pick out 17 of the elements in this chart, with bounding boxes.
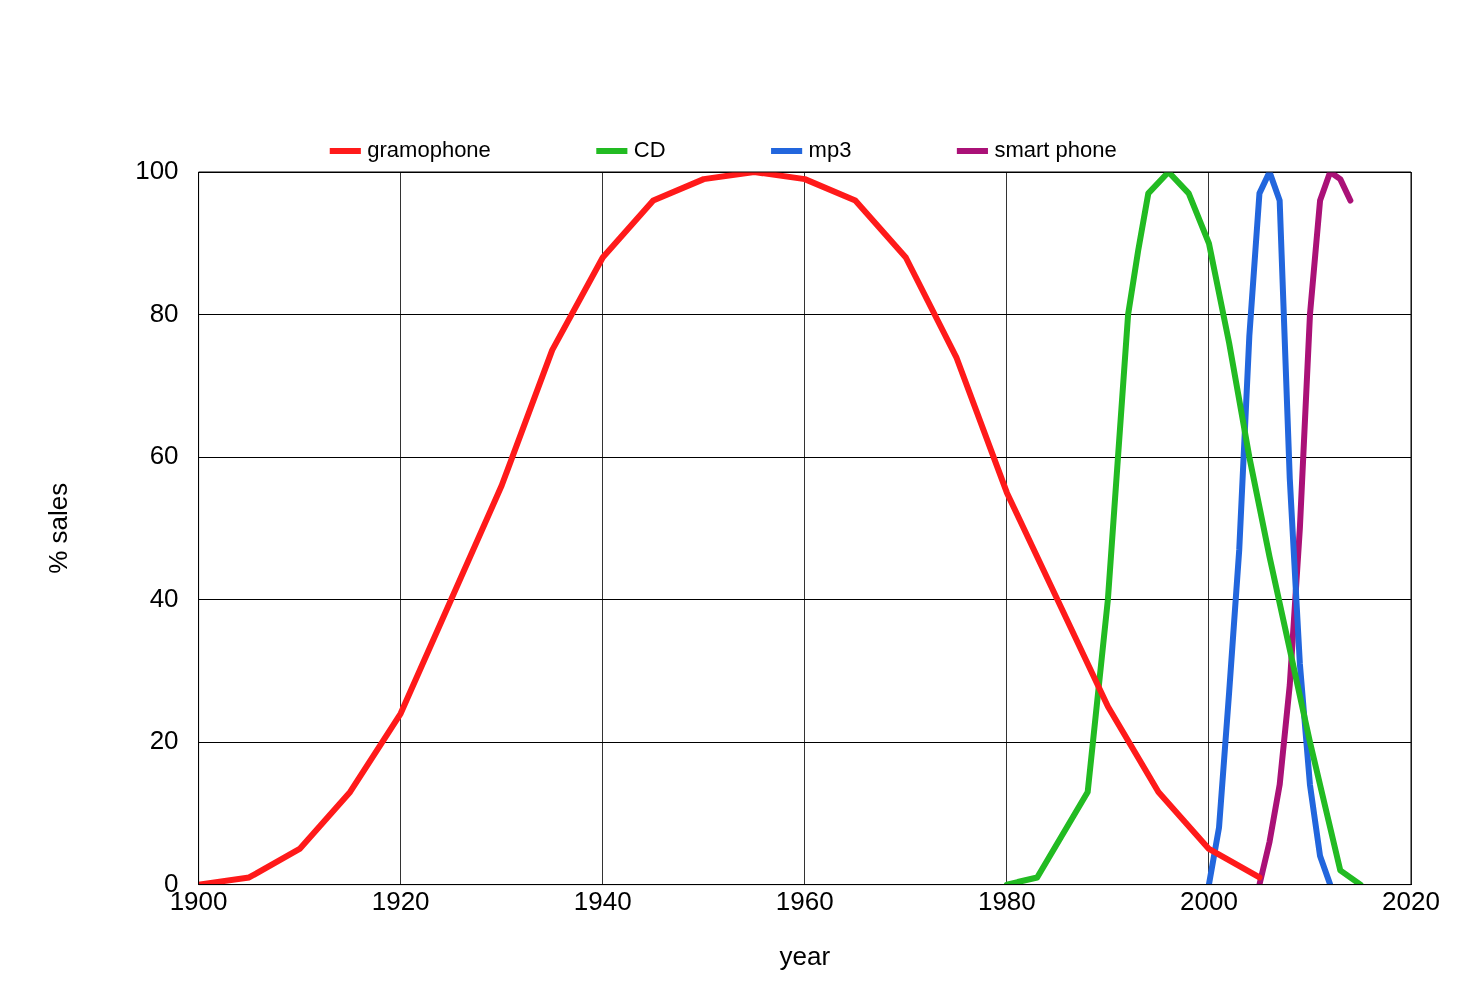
x-tick-label: 1960 (775, 886, 834, 917)
x-tick-label: 1980 (977, 886, 1036, 917)
legend-label: gramophone (367, 137, 491, 163)
y-tick-label: 60 (149, 440, 179, 471)
legend-label: smart phone (994, 137, 1117, 163)
y-tick-label: 100 (135, 155, 179, 186)
y-tick-label: 80 (149, 297, 179, 328)
x-tick-label: 1920 (371, 886, 430, 917)
x-tick-label: 1940 (573, 886, 632, 917)
x-axis-title: year (779, 940, 831, 971)
legend-label: mp3 (808, 137, 852, 163)
y-tick-label: 40 (149, 582, 179, 613)
legend-label: CD (633, 137, 666, 163)
y-axis-title: % sales (42, 482, 73, 574)
y-tick-label: 20 (149, 725, 179, 756)
x-tick-label: 2000 (1180, 886, 1238, 917)
x-tick-label: 2020 (1382, 886, 1440, 917)
